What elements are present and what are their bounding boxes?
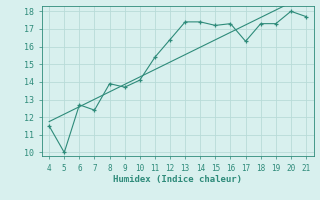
X-axis label: Humidex (Indice chaleur): Humidex (Indice chaleur) <box>113 175 242 184</box>
